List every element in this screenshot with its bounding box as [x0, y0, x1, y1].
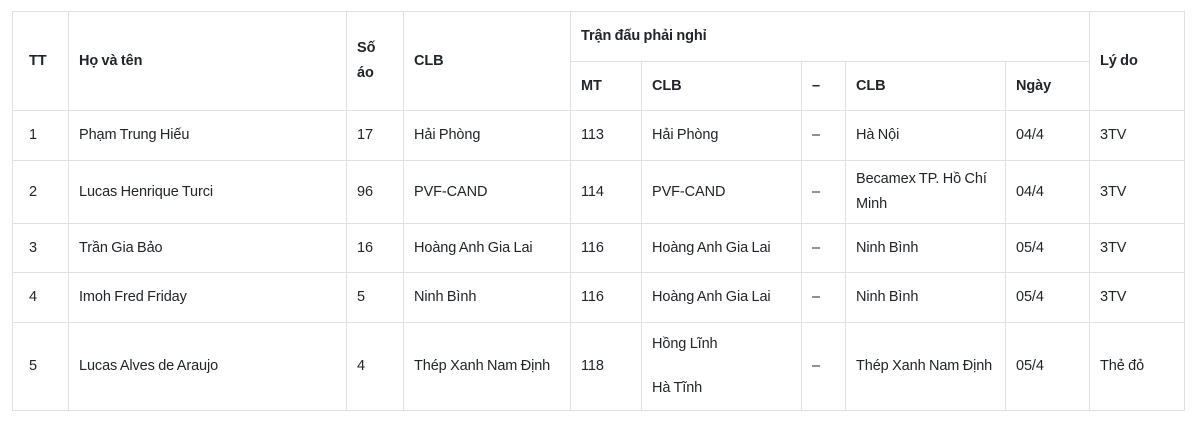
jersey-number-cell: 96	[346, 160, 404, 224]
table-row: 1 Phạm Trung Hiếu 17 Hải Phòng 113 Hải P…	[12, 110, 1186, 161]
header-date: Ngày	[1004, 61, 1091, 111]
header-suspended-matches: Trận đấu phải nghỉ	[569, 11, 1091, 62]
player-name-cell: Lucas Henrique Turci	[68, 160, 347, 224]
table-row: 3 Trần Gia Bảo 16 Hoàng Anh Gia Lai 116 …	[12, 223, 1186, 273]
home-club-cell: Hoàng Anh Gia Lai	[641, 272, 802, 323]
jersey-number-cell: 16	[346, 223, 404, 273]
tt-cell: 2	[12, 160, 69, 224]
header-separator: –	[801, 61, 846, 111]
header-tt: TT	[12, 11, 69, 111]
table-body: 1 Phạm Trung Hiếu 17 Hải Phòng 113 Hải P…	[12, 110, 1186, 411]
reason-cell: Thẻ đỏ	[1089, 322, 1186, 411]
header-row-sub: MT CLB – CLB Ngày	[13, 61, 1185, 111]
separator-cell: –	[801, 322, 846, 411]
player-name-cell: Trần Gia Bảo	[68, 223, 347, 273]
separator-cell: –	[801, 160, 846, 224]
club-cell: PVF-CAND	[403, 160, 571, 224]
header-reason: Lý do	[1089, 11, 1186, 111]
header-jersey-number: Số áo	[346, 11, 404, 111]
home-club-line-2: Hà Tĩnh	[652, 380, 703, 396]
tt-cell: 5	[12, 322, 69, 411]
reason-cell: 3TV	[1089, 110, 1186, 161]
match-number-cell: 116	[570, 223, 642, 273]
header-away-club: CLB	[845, 61, 1006, 111]
player-name-cell: Phạm Trung Hiếu	[68, 110, 347, 161]
club-cell: Hoàng Anh Gia Lai	[403, 223, 571, 273]
club-cell: Thép Xanh Nam Định	[403, 322, 571, 411]
date-cell: 04/4	[1004, 160, 1091, 224]
reason-cell: 3TV	[1089, 223, 1186, 273]
match-number-cell: 116	[570, 272, 642, 323]
match-number-cell: 113	[570, 110, 642, 161]
reason-cell: 3TV	[1089, 160, 1186, 224]
jersey-number-cell: 5	[346, 272, 404, 323]
separator-cell: –	[801, 272, 846, 323]
player-name-cell: Imoh Fred Friday	[68, 272, 347, 323]
header-club: CLB	[403, 11, 571, 111]
home-club-cell: Hồng Lĩnh Hà Tĩnh	[641, 322, 802, 411]
header-home-club: CLB	[641, 61, 802, 111]
date-cell: 05/4	[1004, 322, 1091, 411]
away-club-cell: Hà Nội	[845, 110, 1006, 161]
home-club-line-1: Hồng Lĩnh	[652, 336, 718, 352]
table-header: TT Họ và tên Số áo CLB Trận đấu phải ngh…	[12, 11, 1186, 111]
away-club-cell: Thép Xanh Nam Định	[845, 322, 1006, 411]
suspension-page: TT Họ và tên Số áo CLB Trận đấu phải ngh…	[0, 11, 1200, 446]
home-club-cell: PVF-CAND	[641, 160, 802, 224]
header-row-main: TT Họ và tên Số áo CLB Trận đấu phải ngh…	[12, 11, 1186, 111]
table-row: 5 Lucas Alves de Araujo 4 Thép Xanh Nam …	[12, 322, 1186, 411]
tt-cell: 3	[12, 223, 69, 273]
tt-cell: 4	[12, 272, 69, 323]
date-cell: 04/4	[1004, 110, 1091, 161]
separator-cell: –	[801, 110, 846, 161]
tt-cell: 1	[12, 110, 69, 161]
home-club-cell: Hải Phòng	[641, 110, 802, 161]
reason-cell: 3TV	[1089, 272, 1186, 323]
date-cell: 05/4	[1004, 223, 1091, 273]
match-number-cell: 118	[570, 322, 642, 411]
header-match-number: MT	[570, 61, 642, 111]
away-club-cell: Ninh Bình	[845, 272, 1006, 323]
away-club-cell: Ninh Bình	[845, 223, 1006, 273]
date-cell: 05/4	[1004, 272, 1091, 323]
club-cell: Hải Phòng	[403, 110, 571, 161]
header-name: Họ và tên	[68, 11, 347, 111]
home-club-cell: Hoàng Anh Gia Lai	[641, 223, 802, 273]
table-row: 2 Lucas Henrique Turci 96 PVF-CAND 114 P…	[12, 160, 1186, 224]
club-cell: Ninh Bình	[403, 272, 571, 323]
player-name-cell: Lucas Alves de Araujo	[68, 322, 347, 411]
jersey-number-cell: 4	[346, 322, 404, 411]
suspension-table: TT Họ và tên Số áo CLB Trận đấu phải ngh…	[12, 11, 1186, 411]
separator-cell: –	[801, 223, 846, 273]
match-number-cell: 114	[570, 160, 642, 224]
away-club-cell: Becamex TP. Hồ Chí Minh	[845, 160, 1006, 224]
table-row: 4 Imoh Fred Friday 5 Ninh Bình 116 Hoàng…	[12, 272, 1186, 323]
jersey-number-cell: 17	[346, 110, 404, 161]
